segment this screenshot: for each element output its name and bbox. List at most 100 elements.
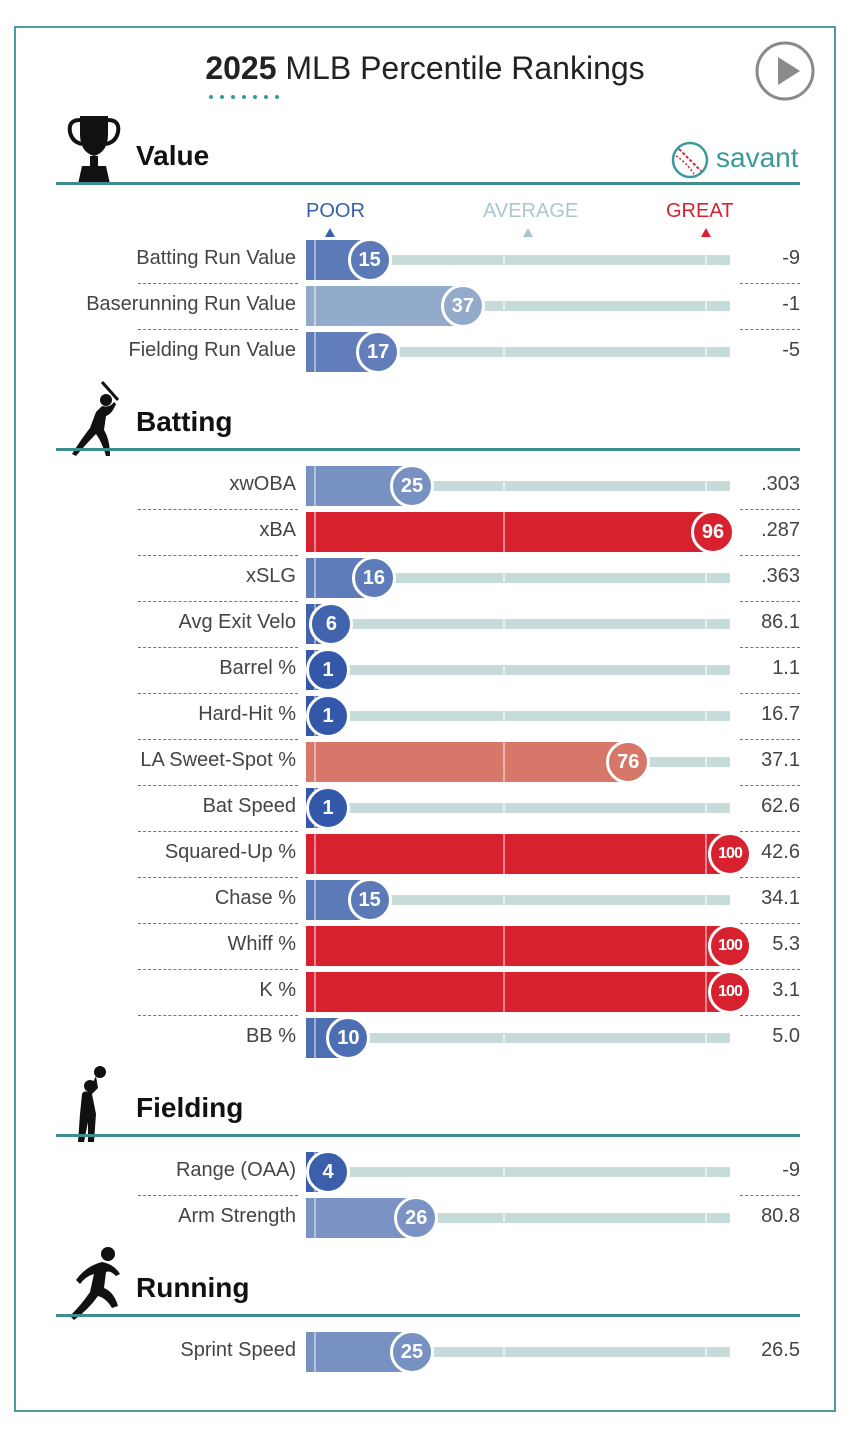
row-separator [740,509,800,510]
baseball-icon [671,141,709,179]
percentile-bubble[interactable]: 10 [326,1016,371,1060]
percentile-track [306,481,730,491]
percentile-bubble[interactable]: 17 [356,330,401,374]
metric-label: Batting Run Value [136,247,296,269]
row-separator [740,693,800,694]
percentile-bubble[interactable]: 25 [390,464,434,508]
track-tick [503,803,506,813]
track-tick [503,895,506,905]
track-tick [503,1033,506,1043]
metric-label: K % [259,979,296,1001]
bar-tick [704,972,707,1012]
bar-tick [314,1332,317,1372]
legend-poor-arrow [325,228,335,237]
track-tick [503,1347,506,1357]
metric-value: 1.1 [772,657,800,679]
legend-great: GREAT [666,200,734,222]
percentile-track [306,619,730,629]
track-tick [704,301,707,311]
metric-value: 3.1 [772,979,800,1001]
row-separator [138,647,298,648]
percentile-bubble[interactable]: 26 [394,1196,439,1240]
track-tick [503,1213,506,1223]
row-separator [138,283,298,284]
row-separator [138,831,298,832]
row-separator [138,1015,298,1016]
track-tick [503,711,506,721]
batter-icon [66,378,126,465]
section-divider-fielding [56,1134,800,1137]
card-frame [14,26,836,1412]
percentile-track [306,1213,730,1223]
track-tick [704,1167,707,1177]
percentile-bubble[interactable]: 100 [708,832,752,876]
track-tick [704,255,707,265]
percentile-bubble[interactable]: 100 [708,924,752,968]
metric-label: Fielding Run Value [128,339,296,361]
percentile-bubble[interactable]: 37 [440,284,485,328]
percentile-bubble[interactable]: 16 [351,556,396,600]
track-tick [704,665,707,675]
row-separator [138,969,298,970]
bar-tick [503,972,506,1012]
metric-value: -9 [782,247,800,269]
track-tick [704,711,707,721]
metric-label: Bat Speed [202,795,296,817]
row-separator [740,601,800,602]
bar-tick [314,332,317,372]
percentile-track [306,573,730,583]
bar-tick [314,512,317,552]
percentile-bubble[interactable]: 1 [306,786,350,830]
metric-value: 26.5 [761,1339,800,1361]
bar-tick [503,926,506,966]
track-tick [503,255,506,265]
bar-tick [704,834,707,874]
bar-tick [314,880,317,920]
percentile-bubble[interactable]: 4 [306,1150,350,1194]
metric-label: xBA [259,519,296,541]
percentile-bubble[interactable]: 15 [347,878,392,922]
bar-tick [704,926,707,966]
metric-label: xwOBA [229,473,296,495]
legend-average: AVERAGE [483,200,579,222]
section-divider-running [56,1314,800,1317]
percentile-bubble[interactable]: 15 [347,238,392,282]
play-icon[interactable] [754,40,816,102]
bar-tick [314,240,317,280]
legend-average-arrow [523,228,533,237]
metric-label: BB % [245,1025,296,1047]
track-tick [704,347,707,357]
metric-value: 37.1 [761,749,800,771]
track-tick [503,665,506,675]
metric-label: LA Sweet-Spot % [140,749,296,771]
bar-tick [314,558,317,598]
percentile-bubble[interactable]: 96 [691,510,736,554]
bar-tick [314,926,317,966]
section-title-batting: Batting [136,406,233,437]
track-tick [503,301,506,311]
row-separator [138,785,298,786]
percentile-track [306,255,730,265]
bar-tick [314,834,317,874]
track-tick [704,1347,707,1357]
row-separator [740,555,800,556]
percentile-bar [306,742,629,782]
metric-label: Hard-Hit % [198,703,296,725]
percentile-bubble[interactable]: 1 [306,694,350,738]
bar-tick [503,834,506,874]
metric-value: 5.3 [772,933,800,955]
percentile-bubble[interactable]: 100 [708,970,752,1014]
legend-great-arrow [701,228,711,237]
percentile-track [306,301,730,311]
row-separator [740,785,800,786]
row-separator [138,923,298,924]
metric-value: -5 [782,339,800,361]
row-separator [138,877,298,878]
trophy-icon [66,112,122,193]
percentile-bubble[interactable]: 6 [309,602,354,646]
percentile-bubble[interactable]: 25 [390,1330,434,1374]
row-separator [740,969,800,970]
percentile-bubble[interactable]: 76 [606,740,651,784]
percentile-bubble[interactable]: 1 [306,648,350,692]
row-separator [740,1195,800,1196]
